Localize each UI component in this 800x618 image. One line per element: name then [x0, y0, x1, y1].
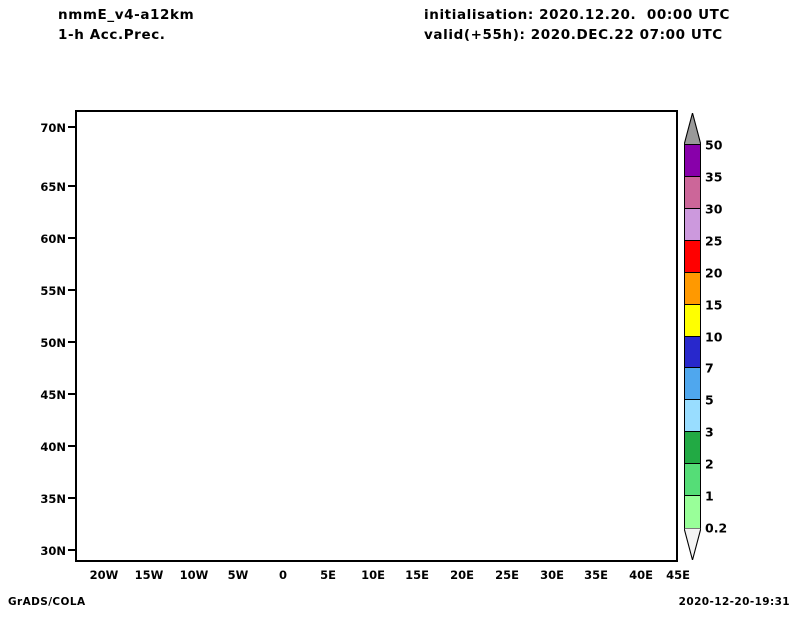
- colorbar-segment-3-5: [684, 399, 701, 433]
- y-tickmark: [68, 237, 75, 239]
- colorbar-label-35: 35: [705, 169, 723, 185]
- colorbar-label-50: 50: [705, 137, 723, 153]
- y-tick-55N: 55N: [40, 284, 66, 298]
- colorbar-segment-20-25: [684, 239, 701, 273]
- x-tick-10E: 10E: [361, 568, 385, 582]
- map-plot-area: [75, 110, 678, 562]
- software-credit-label: GrADS/COLA: [8, 596, 86, 608]
- x-tick-0: 0: [278, 568, 287, 582]
- colorbar-segment-15-20: [684, 271, 701, 305]
- colorbar: [684, 144, 701, 528]
- field-name-label: 1-h Acc.Prec.: [58, 27, 166, 43]
- y-tick-50N: 50N: [40, 336, 66, 350]
- y-tick-70N: 70N: [40, 121, 66, 135]
- valid-time-label: valid(+55h): 2020.DEC.22 07:00 UTC: [424, 27, 723, 43]
- colorbar-label-3: 3: [705, 424, 714, 440]
- colorbar-label-30: 30: [705, 201, 723, 217]
- colorbar-segment-2-3: [684, 431, 701, 465]
- y-tick-60N: 60N: [40, 232, 66, 246]
- y-tick-30N: 30N: [40, 544, 66, 558]
- x-tick-20W: 20W: [89, 568, 119, 582]
- y-tickmark: [68, 445, 75, 447]
- y-tickmark: [68, 185, 75, 187]
- x-tick-40E: 40E: [629, 568, 653, 582]
- colorbar-label-7: 7: [705, 360, 714, 376]
- colorbar-label-0.2: 0.2: [705, 520, 728, 536]
- y-tickmark: [68, 497, 75, 499]
- colorbar-segment-30-35: [684, 175, 701, 209]
- y-tickmark: [68, 126, 75, 128]
- x-tick-5W: 5W: [227, 568, 249, 582]
- x-tick-10W: 10W: [179, 568, 209, 582]
- y-tick-45N: 45N: [40, 388, 66, 402]
- x-tick-5E: 5E: [320, 568, 336, 582]
- colorbar-segment-25-30: [684, 207, 701, 241]
- colorbar-label-25: 25: [705, 233, 723, 249]
- colorbar-segment-35-50: [684, 144, 701, 177]
- y-tickmark: [68, 393, 75, 395]
- colorbar-label-2: 2: [705, 456, 714, 472]
- x-tick-25E: 25E: [495, 568, 519, 582]
- colorbar-label-1: 1: [705, 488, 714, 504]
- y-tickmark: [68, 289, 75, 291]
- y-tickmark: [68, 341, 75, 343]
- x-tick-20E: 20E: [450, 568, 474, 582]
- x-tick-15E: 15E: [405, 568, 429, 582]
- x-tick-15W: 15W: [134, 568, 164, 582]
- colorbar-segment-7-10: [684, 335, 701, 369]
- map-frame-border: [75, 110, 678, 562]
- colorbar-label-15: 15: [705, 297, 723, 313]
- initialisation-time-label: initialisation: 2020.12.20. 00:00 UTC: [424, 7, 731, 23]
- generation-timestamp-label: 2020-12-20-19:31: [678, 596, 790, 608]
- y-tick-40N: 40N: [40, 440, 66, 454]
- colorbar-label-10: 10: [705, 329, 723, 345]
- model-name-label: nmmE_v4-a12km: [58, 7, 195, 23]
- colorbar-below-min-cap: [684, 528, 701, 560]
- colorbar-segment-0.2-1: [684, 495, 701, 528]
- x-tick-35E: 35E: [584, 568, 608, 582]
- colorbar-segment-1-2: [684, 463, 701, 497]
- x-tick-45E: 45E: [666, 568, 690, 582]
- y-tick-65N: 65N: [40, 180, 66, 194]
- colorbar-label-20: 20: [705, 265, 723, 281]
- y-tick-35N: 35N: [40, 492, 66, 506]
- colorbar-above-max-cap: [684, 113, 701, 145]
- y-tickmark: [68, 549, 75, 551]
- colorbar-segment-10-15: [684, 303, 701, 337]
- colorbar-segment-5-7: [684, 367, 701, 401]
- colorbar-label-5: 5: [705, 392, 714, 408]
- x-tick-30E: 30E: [540, 568, 564, 582]
